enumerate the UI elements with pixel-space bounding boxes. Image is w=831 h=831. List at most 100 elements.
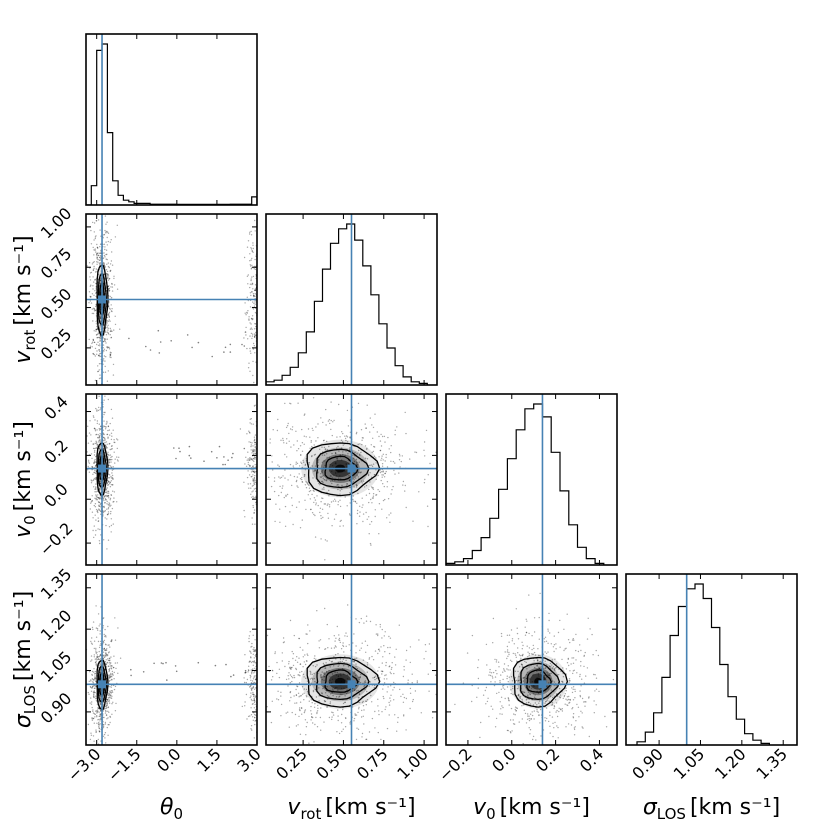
sample-point [106,654,108,656]
sample-point [553,650,555,653]
sample-point [304,663,307,666]
sample-point [380,670,383,672]
sample-point [107,232,110,234]
sample-point [321,692,323,695]
sample-point [105,499,107,501]
sample-point [342,432,344,435]
sample-point [508,704,510,706]
sample-point [337,719,339,722]
sample-point [323,488,325,490]
sample-point [379,440,382,442]
x-tick-label-theta0: −1.5 [104,744,145,785]
sample-point [508,676,510,678]
sample-point [102,704,104,706]
sample-point [251,673,253,675]
sample-point [252,342,255,345]
panel-frame-3-3 [625,573,798,746]
sample-point [299,709,301,712]
sample-point [103,433,105,436]
sample-point [490,705,492,707]
sample-point [528,678,531,680]
sample-point [347,453,349,455]
sample-point [368,731,371,733]
sample-point [309,490,312,492]
sample-point [393,681,395,684]
sample-point [371,655,373,658]
sample-point [342,444,344,446]
sample-point [252,478,254,480]
sample-point [355,433,358,435]
sample-point [508,641,510,643]
sample-point [369,523,371,525]
sample-point [110,755,111,756]
sample-point [106,272,108,275]
sample-point [249,696,251,699]
sample-point [551,704,553,706]
sample-point [295,694,298,696]
sample-point [174,665,177,667]
sample-point [111,484,114,486]
sample-point [224,346,227,349]
truth-line-layer [86,34,688,745]
sample-point [108,668,111,670]
sample-point [323,503,325,505]
sample-point [561,658,563,661]
sample-point [99,282,101,285]
sample-point [375,494,377,496]
sample-point [389,637,392,639]
sample-point [106,346,108,348]
sample-point [528,666,530,668]
sample-point [107,275,110,277]
sample-point [103,411,105,414]
sample-point [429,663,432,665]
sample-point [98,707,100,709]
sample-point [116,662,119,664]
sample-point [108,526,111,528]
sample-point [525,631,528,634]
sample-point [116,224,119,226]
sample-point [533,631,536,633]
sample-point [92,473,94,475]
sample-point [109,354,112,357]
sample-point [361,506,363,509]
sample-point [253,449,255,451]
sample-point [246,246,249,248]
sample-point [102,263,104,265]
sample-point [514,677,517,679]
sample-point [99,633,101,635]
sample-point [536,660,539,662]
sample-point [97,409,100,412]
sample-point [361,709,363,712]
tick-layer [86,34,784,745]
sample-point [244,331,247,333]
sample-point [553,681,556,683]
sample-point [253,713,256,716]
sample-point [98,429,101,431]
sample-point [95,488,97,490]
sample-point [105,746,106,747]
sample-point [544,717,546,719]
sample-point [576,672,578,674]
sample-point [110,531,112,533]
sample-point [612,678,615,681]
sample-point [248,431,251,434]
sample-point [560,709,562,711]
sample-point [595,704,597,706]
sample-point [573,639,575,641]
sample-point [104,229,106,232]
sample-point [289,674,292,676]
sample-point [513,713,515,715]
sample-point [104,256,106,258]
sample-point [553,684,555,687]
sample-point [109,674,112,676]
sample-point [317,504,319,507]
sample-point [90,479,92,481]
sample-point [521,705,523,707]
sample-point [93,254,95,256]
sample-point [339,695,341,698]
sample-point [107,324,109,326]
sample-point [567,698,570,701]
sample-point [92,338,94,341]
sample-point [289,428,292,430]
sample-point [342,453,344,456]
